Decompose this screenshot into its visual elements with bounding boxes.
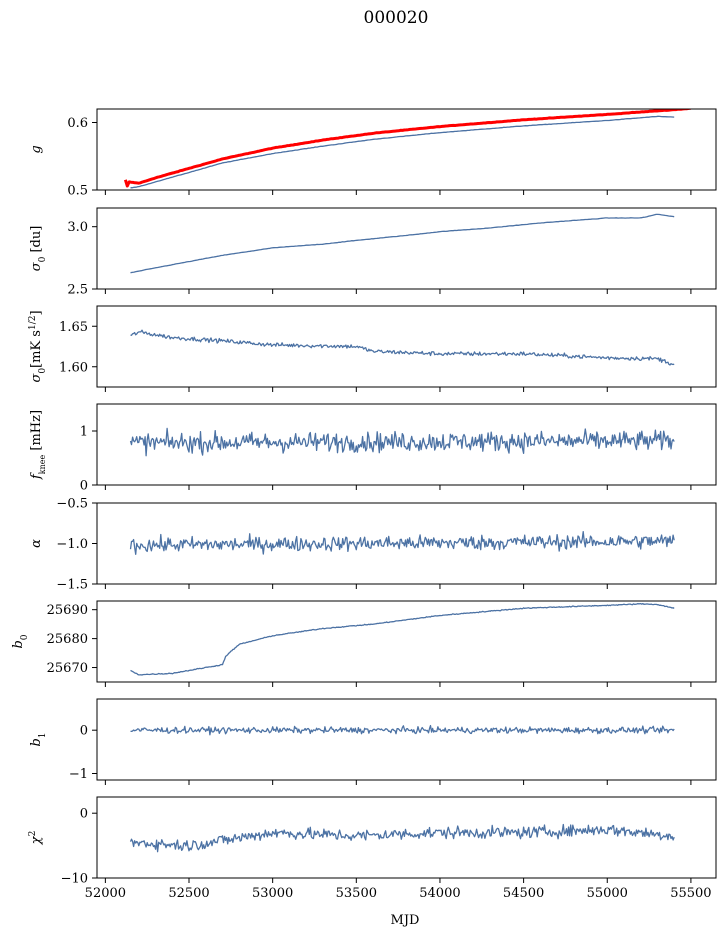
panel-8: 52000 52500 53000 53500 54000 54500 55000 55500… bbox=[28, 796, 717, 901]
panel-6-series-1 bbox=[130, 602, 675, 676]
figure-title: 000020 bbox=[364, 8, 429, 28]
y-tick-label: 0.5 bbox=[67, 184, 88, 199]
y-tick-label: 3.0 bbox=[67, 220, 88, 235]
x-tick-label: 53500 bbox=[336, 886, 377, 901]
panel-2: 2.5 3.0 σ0 [du] bbox=[29, 207, 717, 298]
panel-frame bbox=[96, 698, 717, 781]
y-axis-label: b0 bbox=[11, 634, 30, 648]
y-tick-label: 1.60 bbox=[59, 360, 88, 375]
panel-1-series-1 bbox=[123, 109, 691, 188]
x-tick-label: 52500 bbox=[168, 886, 209, 901]
y-tick-label: −10 bbox=[61, 872, 88, 887]
y-tick-label: −0.5 bbox=[56, 497, 88, 512]
y-tick-label: 25680 bbox=[47, 632, 88, 647]
panel-1-series-2 bbox=[130, 115, 675, 189]
panel-3-series-1 bbox=[130, 329, 675, 366]
x-tick-label: 55500 bbox=[670, 886, 711, 901]
y-axis-label: χ2 bbox=[28, 831, 44, 846]
y-tick-label: −1.0 bbox=[56, 537, 88, 552]
panel-frame bbox=[96, 207, 717, 290]
x-tick-label: 54500 bbox=[503, 886, 544, 901]
panel-6: 25670 25680 25690 b0 bbox=[11, 600, 717, 687]
y-tick-label: −1 bbox=[69, 767, 88, 782]
panel-frame bbox=[96, 600, 717, 683]
panel-1: 0.5 0.6 g bbox=[29, 108, 717, 199]
x-tick-label: 53000 bbox=[252, 886, 293, 901]
x-tick-label: 55000 bbox=[587, 886, 628, 901]
y-tick-label: 0 bbox=[80, 807, 88, 822]
panel-8-series-1 bbox=[129, 823, 675, 853]
panel-frame bbox=[96, 796, 717, 879]
panel-frame bbox=[96, 108, 717, 191]
y-tick-label: 1 bbox=[80, 425, 88, 440]
y-axis-label: σ0 [du] bbox=[29, 226, 48, 272]
x-tick-label: 52000 bbox=[85, 886, 126, 901]
panel-2-series-1 bbox=[130, 213, 675, 274]
panel-3: 1.60 1.65 σ0[mK s1/2] bbox=[28, 305, 717, 392]
panel-7: −1 0 b1 bbox=[29, 698, 717, 785]
y-axis-label: α bbox=[29, 539, 44, 548]
panel-5: −1.5 −1.0 −0.5 α bbox=[29, 497, 717, 593]
y-tick-label: 2.5 bbox=[67, 283, 88, 298]
y-tick-label: 0 bbox=[80, 724, 88, 739]
y-tick-label: 25670 bbox=[47, 661, 88, 676]
y-tick-label: 25690 bbox=[47, 603, 88, 618]
y-tick-label: −1.5 bbox=[56, 578, 88, 593]
panel-5-series-1 bbox=[129, 531, 675, 555]
y-tick-label: 0 bbox=[80, 479, 88, 494]
panels: 0.5 0.6 g 2.5 3.0 σ0 [du] 1.60 1.65 σ0[mK s1/2] 0… bbox=[11, 108, 717, 901]
y-axis-label: fknee [mHz] bbox=[29, 410, 47, 480]
y-axis-label: b1 bbox=[29, 732, 48, 746]
panel-4: 0 1 fknee [mHz] bbox=[29, 403, 717, 494]
x-axis-label: MJD bbox=[391, 913, 420, 928]
panel-7-series-1 bbox=[130, 724, 675, 736]
x-tick-label: 54000 bbox=[419, 886, 460, 901]
y-tick-label: 1.65 bbox=[59, 320, 88, 335]
panel-4-series-1 bbox=[129, 427, 675, 457]
y-tick-label: 0.6 bbox=[67, 116, 88, 131]
panel-frame bbox=[96, 305, 717, 388]
y-axis-label: g bbox=[29, 145, 44, 153]
panel-frame bbox=[96, 403, 717, 486]
y-axis-label: σ0[mK s1/2] bbox=[28, 310, 48, 382]
